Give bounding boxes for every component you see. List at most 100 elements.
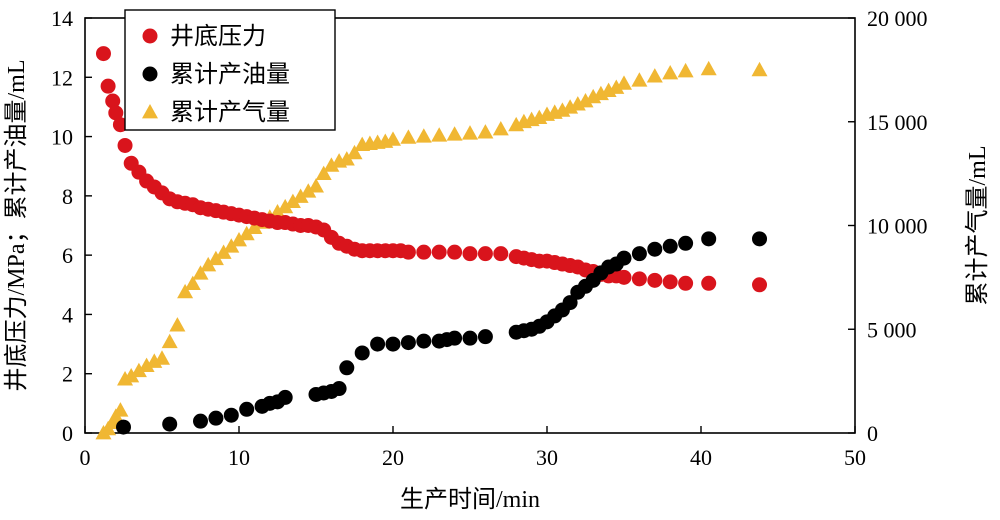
x-tick-label: 50 — [844, 445, 866, 470]
data-point-circle — [208, 410, 224, 426]
data-point-triangle — [215, 244, 232, 259]
y-left-tick-label: 8 — [62, 184, 73, 209]
data-point-triangle — [223, 238, 240, 253]
data-point-circle — [416, 333, 432, 349]
data-point-circle — [239, 401, 255, 417]
legend-label: 井底压力 — [170, 23, 266, 50]
y-left-tick-label: 14 — [51, 6, 73, 31]
data-point-triangle — [123, 367, 140, 383]
data-point-triangle — [200, 256, 217, 272]
data-point-circle — [678, 275, 694, 291]
data-point-circle — [678, 235, 694, 251]
x-axis-label: 生产时间/min — [400, 486, 540, 513]
data-point-circle — [752, 231, 768, 247]
data-point-triangle — [477, 124, 494, 139]
data-point-circle — [162, 416, 178, 432]
data-point-circle — [631, 271, 647, 287]
data-point-triangle — [300, 183, 317, 198]
y-left-tick-label: 12 — [51, 65, 73, 90]
data-point-circle — [354, 345, 370, 361]
data-point-circle — [447, 244, 463, 260]
legend-marker — [142, 28, 158, 44]
y-axis-right-label: 累计产气量/mL — [964, 146, 991, 306]
data-point-triangle — [292, 188, 309, 203]
y-left-tick-label: 10 — [51, 125, 73, 150]
data-point-circle — [385, 336, 401, 352]
y-left-tick-label: 0 — [62, 421, 73, 446]
data-point-circle — [647, 241, 663, 257]
data-point-circle — [462, 330, 478, 346]
data-point-circle — [616, 250, 632, 266]
data-point-triangle — [308, 178, 324, 193]
legend-box — [124, 9, 336, 131]
data-point-circle — [100, 78, 116, 94]
data-point-triangle — [400, 129, 417, 144]
data-point-circle — [108, 105, 124, 121]
data-point-triangle — [446, 126, 463, 141]
data-point-triangle — [431, 127, 448, 142]
data-point-triangle — [646, 68, 663, 83]
data-point-triangle — [338, 151, 355, 166]
data-point-triangle — [462, 125, 478, 140]
data-point-triangle — [161, 333, 178, 349]
data-point-circle — [662, 274, 678, 290]
data-point-triangle — [346, 144, 363, 160]
data-point-circle — [223, 407, 239, 423]
legend-marker — [142, 66, 158, 82]
data-point-triangle — [207, 250, 224, 266]
data-point-triangle — [192, 265, 209, 280]
data-point-triangle — [112, 402, 129, 417]
data-point-circle — [447, 330, 463, 346]
x-tick-label: 10 — [228, 445, 250, 470]
y-right-tick-label: 5 000 — [867, 317, 917, 342]
y-right-tick-label: 0 — [867, 421, 878, 446]
data-point-circle — [193, 413, 208, 429]
y-axis-left-label: 井底压力/MPa；累计产油量/mL — [3, 59, 30, 391]
y-left-tick-label: 6 — [62, 243, 73, 268]
data-point-triangle — [616, 75, 632, 90]
data-point-circle — [277, 389, 293, 405]
data-point-triangle — [577, 93, 594, 108]
data-point-triangle — [700, 60, 717, 76]
data-point-circle — [701, 275, 717, 291]
data-point-circle — [116, 419, 131, 435]
x-tick-label: 0 — [80, 445, 91, 470]
data-point-triangle — [323, 157, 340, 172]
x-tick-label: 20 — [382, 445, 404, 470]
legend-marker — [142, 104, 158, 119]
y-left-tick-label: 4 — [62, 302, 73, 327]
data-point-circle — [331, 381, 347, 397]
data-point-triangle — [284, 193, 301, 209]
data-point-circle — [701, 231, 717, 247]
legend-label: 累计产气量 — [170, 99, 290, 126]
data-point-circle — [105, 93, 121, 109]
data-point-triangle — [662, 64, 679, 80]
data-point-triangle — [154, 350, 170, 365]
data-point-triangle — [238, 225, 255, 241]
data-point-circle — [477, 329, 493, 345]
data-point-circle — [400, 335, 416, 351]
data-point-circle — [616, 269, 632, 285]
data-point-circle — [631, 246, 647, 262]
data-point-circle — [400, 244, 416, 260]
data-point-triangle — [277, 198, 294, 214]
data-point-circle — [462, 246, 478, 262]
series-1 — [116, 231, 768, 435]
data-point-circle — [477, 246, 493, 262]
data-point-circle — [117, 137, 133, 153]
data-point-circle — [370, 336, 386, 352]
data-point-circle — [493, 246, 509, 262]
legend-label: 累计产油量 — [170, 61, 290, 88]
data-point-circle — [662, 238, 678, 254]
series-layer — [95, 46, 768, 440]
data-point-triangle — [677, 62, 694, 78]
data-point-triangle — [177, 283, 194, 299]
data-point-triangle — [169, 317, 186, 332]
data-point-circle — [431, 244, 447, 260]
data-point-circle — [339, 360, 355, 376]
data-point-triangle — [415, 128, 432, 143]
